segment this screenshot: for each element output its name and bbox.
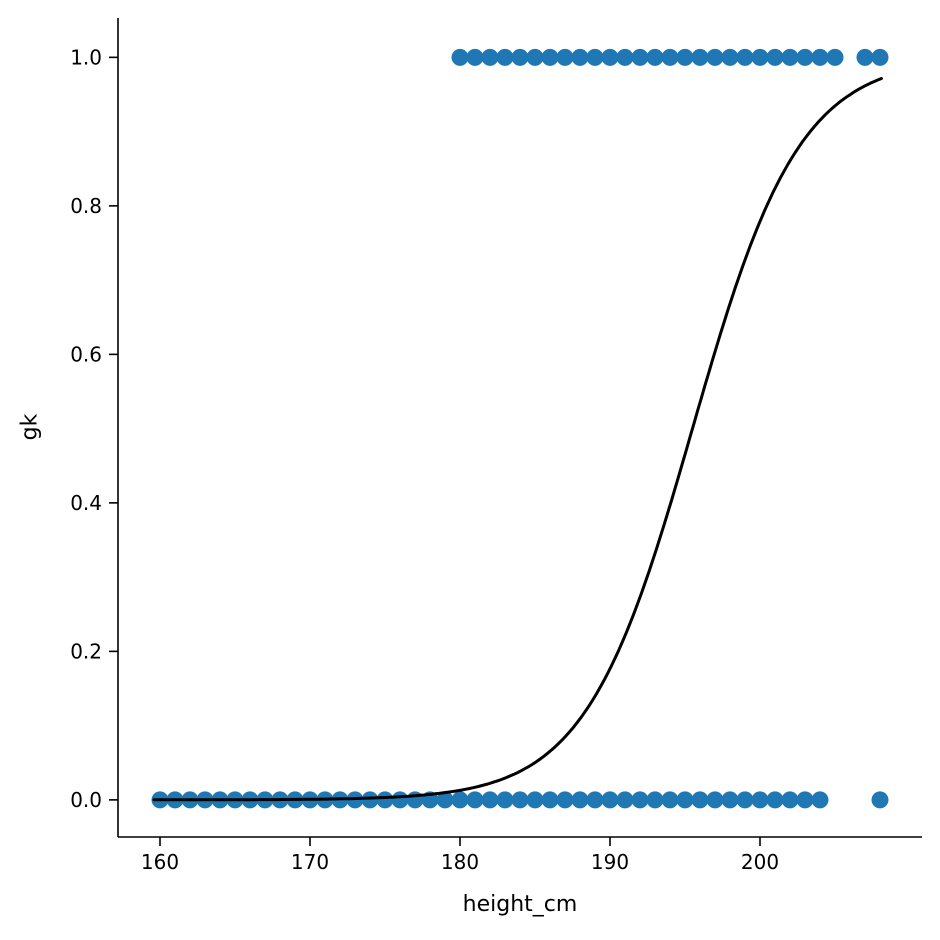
scatter-point <box>496 791 514 809</box>
y-tick-label: 1.0 <box>70 45 102 69</box>
y-tick-label: 0.6 <box>70 342 102 366</box>
scatter-point <box>646 48 664 66</box>
scatter-point <box>481 791 499 809</box>
scatter-point <box>766 791 784 809</box>
scatter-point <box>496 48 514 66</box>
scatter-point <box>556 48 574 66</box>
scatter-point <box>586 791 604 809</box>
scatter-point <box>676 791 694 809</box>
scatter-point <box>526 48 544 66</box>
y-axis-label: gk <box>17 413 43 441</box>
scatter-point <box>811 48 829 66</box>
scatter-point <box>661 791 679 809</box>
scatter-point <box>766 48 784 66</box>
x-tick-label: 180 <box>441 850 479 874</box>
scatter-point <box>451 48 469 66</box>
x-tick-label: 160 <box>141 850 179 874</box>
logistic-fit-curve <box>152 77 883 802</box>
scatter-point <box>631 791 649 809</box>
scatter-point <box>736 48 754 66</box>
scatter-point <box>391 791 409 809</box>
scatter-point <box>466 48 484 66</box>
scatter-point <box>556 791 574 809</box>
y-tick-label: 0.0 <box>70 788 102 812</box>
scatter-point <box>691 791 709 809</box>
x-tick-label: 200 <box>741 850 779 874</box>
scatter-point <box>646 791 664 809</box>
scatter-point <box>616 791 634 809</box>
scatter-point <box>796 791 814 809</box>
scatter-point <box>526 791 544 809</box>
scatter-point <box>361 791 379 809</box>
scatter-point <box>601 48 619 66</box>
scatter-point <box>871 48 889 66</box>
scatter-point <box>676 48 694 66</box>
y-tick-label: 0.4 <box>70 491 102 515</box>
y-tick-label: 0.2 <box>70 639 102 663</box>
scatter-point <box>856 48 874 66</box>
scatter-point <box>691 48 709 66</box>
scatter-point <box>541 48 559 66</box>
scatter-point <box>796 48 814 66</box>
x-tick-label: 170 <box>291 850 329 874</box>
scatter-point <box>871 791 889 809</box>
scatter-point <box>826 48 844 66</box>
scatter-point <box>661 48 679 66</box>
scatter-point <box>811 791 829 809</box>
scatter-point <box>511 48 529 66</box>
scatter-point <box>736 791 754 809</box>
scatter-point <box>706 48 724 66</box>
scatter-point <box>751 48 769 66</box>
scatter-point <box>781 48 799 66</box>
scatter-point <box>466 791 484 809</box>
scatter-point <box>721 48 739 66</box>
scatter-point <box>571 48 589 66</box>
scatter-point <box>571 791 589 809</box>
scatter-point <box>541 791 559 809</box>
x-tick-label: 190 <box>591 850 629 874</box>
scatter-point <box>451 791 469 809</box>
scatter-point <box>751 791 769 809</box>
scatter-point <box>721 791 739 809</box>
scatter-point <box>706 791 724 809</box>
scatter-point <box>781 791 799 809</box>
scatter-point <box>511 791 529 809</box>
scatter-point <box>436 791 454 809</box>
scatter-point <box>481 48 499 66</box>
scatter-point <box>616 48 634 66</box>
scatter-point <box>376 791 394 809</box>
y-tick-label: 0.8 <box>70 194 102 218</box>
x-axis-label: height_cm <box>462 892 578 917</box>
scatter-point <box>586 48 604 66</box>
scatter-point <box>631 48 649 66</box>
scatter-point <box>601 791 619 809</box>
